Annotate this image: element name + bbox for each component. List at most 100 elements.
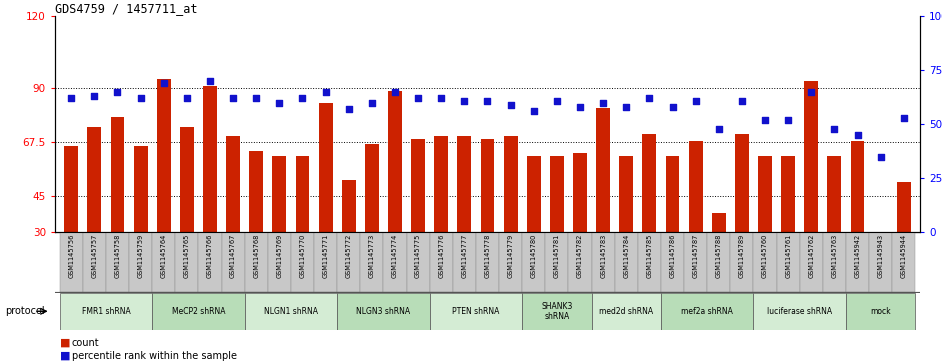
- Text: GSM1145764: GSM1145764: [161, 234, 167, 278]
- Point: [295, 95, 310, 101]
- Text: GSM1145759: GSM1145759: [138, 234, 143, 278]
- Point: [179, 95, 194, 101]
- Bar: [504, 136, 517, 304]
- Bar: [545, 232, 568, 292]
- Bar: [661, 232, 684, 292]
- Text: MeCP2 shRNA: MeCP2 shRNA: [171, 307, 225, 316]
- Text: GSM1145785: GSM1145785: [646, 234, 653, 278]
- Bar: [874, 240, 887, 304]
- Bar: [365, 143, 379, 304]
- Point: [757, 117, 772, 123]
- Bar: [153, 293, 245, 330]
- Bar: [318, 103, 333, 304]
- Point: [365, 100, 380, 106]
- Point: [781, 117, 796, 123]
- Text: GSM1145762: GSM1145762: [808, 234, 814, 278]
- Text: GSM1145771: GSM1145771: [322, 234, 329, 278]
- Bar: [846, 232, 869, 292]
- Point: [527, 109, 542, 114]
- Bar: [550, 155, 564, 304]
- Point: [573, 104, 588, 110]
- Point: [503, 102, 518, 108]
- Point: [665, 104, 680, 110]
- Point: [64, 95, 79, 101]
- Text: GSM1145769: GSM1145769: [276, 234, 283, 278]
- Bar: [153, 232, 175, 292]
- Bar: [110, 117, 124, 304]
- Bar: [203, 86, 217, 304]
- Text: GSM1145777: GSM1145777: [462, 234, 467, 278]
- Bar: [83, 232, 106, 292]
- Bar: [59, 232, 83, 292]
- Bar: [823, 232, 846, 292]
- Text: GSM1145763: GSM1145763: [832, 234, 837, 278]
- Bar: [712, 213, 725, 304]
- Bar: [800, 232, 823, 292]
- Bar: [615, 232, 638, 292]
- Bar: [129, 232, 153, 292]
- Text: GSM1145770: GSM1145770: [300, 234, 305, 278]
- Point: [272, 100, 287, 106]
- Point: [110, 89, 125, 95]
- Bar: [272, 155, 286, 304]
- Text: GSM1145782: GSM1145782: [577, 234, 583, 278]
- Bar: [221, 232, 245, 292]
- Text: GSM1145757: GSM1145757: [91, 234, 97, 278]
- Bar: [480, 139, 495, 304]
- Point: [249, 95, 264, 101]
- Text: FMR1 shRNA: FMR1 shRNA: [82, 307, 130, 316]
- Text: GSM1145943: GSM1145943: [878, 234, 884, 278]
- Bar: [522, 232, 545, 292]
- Bar: [869, 232, 892, 292]
- Text: percentile rank within the sample: percentile rank within the sample: [72, 351, 237, 361]
- Bar: [642, 134, 657, 304]
- Text: protocol: protocol: [5, 306, 44, 316]
- Point: [688, 98, 703, 103]
- Text: GSM1145788: GSM1145788: [716, 234, 722, 278]
- Bar: [180, 127, 194, 304]
- Bar: [388, 91, 402, 304]
- Text: GSM1145775: GSM1145775: [415, 234, 421, 278]
- Point: [549, 98, 564, 103]
- Bar: [638, 232, 661, 292]
- Text: GSM1145789: GSM1145789: [739, 234, 745, 278]
- Point: [735, 98, 750, 103]
- Text: GSM1145780: GSM1145780: [530, 234, 537, 278]
- Bar: [592, 293, 661, 330]
- Text: NLGN3 shRNA: NLGN3 shRNA: [356, 307, 411, 316]
- Bar: [476, 232, 499, 292]
- Bar: [407, 232, 430, 292]
- Bar: [337, 293, 430, 330]
- Text: GSM1145944: GSM1145944: [901, 234, 907, 278]
- Text: GSM1145781: GSM1145781: [554, 234, 560, 278]
- Bar: [596, 107, 610, 304]
- Bar: [360, 232, 383, 292]
- Point: [203, 78, 218, 84]
- Point: [387, 89, 402, 95]
- Point: [480, 98, 495, 103]
- Bar: [776, 232, 800, 292]
- Bar: [684, 232, 707, 292]
- Point: [827, 126, 842, 131]
- Bar: [689, 141, 703, 304]
- Bar: [226, 136, 240, 304]
- Bar: [619, 155, 633, 304]
- Text: luciferase shRNA: luciferase shRNA: [767, 307, 833, 316]
- Text: GSM1145760: GSM1145760: [762, 234, 768, 278]
- Text: GSM1145787: GSM1145787: [692, 234, 699, 278]
- Bar: [661, 293, 754, 330]
- Bar: [342, 180, 356, 304]
- Bar: [892, 232, 916, 292]
- Bar: [458, 136, 471, 304]
- Text: GSM1145767: GSM1145767: [230, 234, 236, 278]
- Bar: [291, 232, 314, 292]
- Bar: [88, 127, 101, 304]
- Bar: [827, 155, 841, 304]
- Point: [156, 80, 171, 86]
- Bar: [453, 232, 476, 292]
- Text: GSM1145765: GSM1145765: [184, 234, 190, 278]
- Point: [341, 106, 356, 112]
- Point: [873, 154, 888, 160]
- Text: mef2a shRNA: mef2a shRNA: [681, 307, 733, 316]
- Bar: [758, 155, 772, 304]
